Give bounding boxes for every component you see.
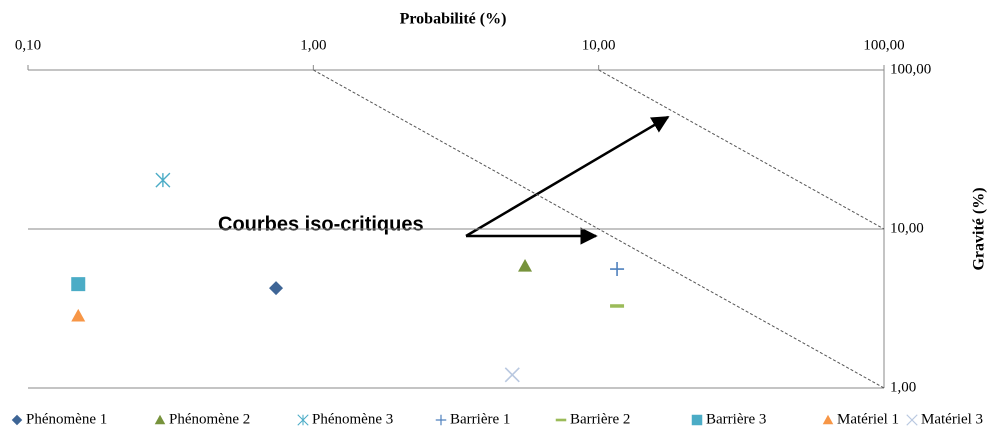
point bbox=[610, 262, 625, 277]
y-tick-label: 1,00 bbox=[890, 379, 916, 395]
legend-label: Matériel 3 bbox=[921, 411, 983, 427]
y-axis-title: Gravité (%) bbox=[971, 187, 988, 270]
legend-marker bbox=[297, 414, 309, 426]
legend-marker bbox=[691, 414, 703, 426]
legend-label: Phénomène 2 bbox=[169, 411, 250, 427]
legend-marker bbox=[435, 414, 447, 426]
x-axis-title: Probabilité (%) bbox=[400, 11, 507, 28]
iso-line bbox=[313, 69, 885, 389]
y-tick-label: 10,00 bbox=[890, 220, 924, 236]
point bbox=[155, 172, 171, 188]
legend-label: Barrière 2 bbox=[570, 411, 630, 427]
point bbox=[504, 367, 520, 383]
x-tick-label: 10,00 bbox=[582, 37, 616, 53]
legend-label: Barrière 1 bbox=[450, 411, 510, 427]
arrow bbox=[465, 115, 670, 238]
point bbox=[71, 277, 86, 292]
legend-marker bbox=[11, 414, 23, 426]
legend-label: Matériel 1 bbox=[837, 411, 899, 427]
legend-label: Phénomène 3 bbox=[312, 411, 393, 427]
legend-marker bbox=[154, 414, 166, 425]
legend-marker bbox=[906, 414, 918, 426]
point bbox=[269, 281, 284, 296]
legend-marker bbox=[822, 414, 834, 425]
annotation: Courbes iso-critiques bbox=[218, 213, 424, 235]
y-tick-label: 100,00 bbox=[890, 61, 931, 77]
point bbox=[71, 308, 86, 322]
point bbox=[518, 259, 533, 272]
legend-label: Phénomène 1 bbox=[26, 411, 107, 427]
legend-label: Barrière 3 bbox=[706, 411, 766, 427]
x-tick-label: 100,00 bbox=[863, 37, 904, 53]
iso-line bbox=[598, 69, 885, 230]
x-tick-label: 0,10 bbox=[15, 37, 41, 53]
x-tick-label: 1,00 bbox=[300, 37, 326, 53]
